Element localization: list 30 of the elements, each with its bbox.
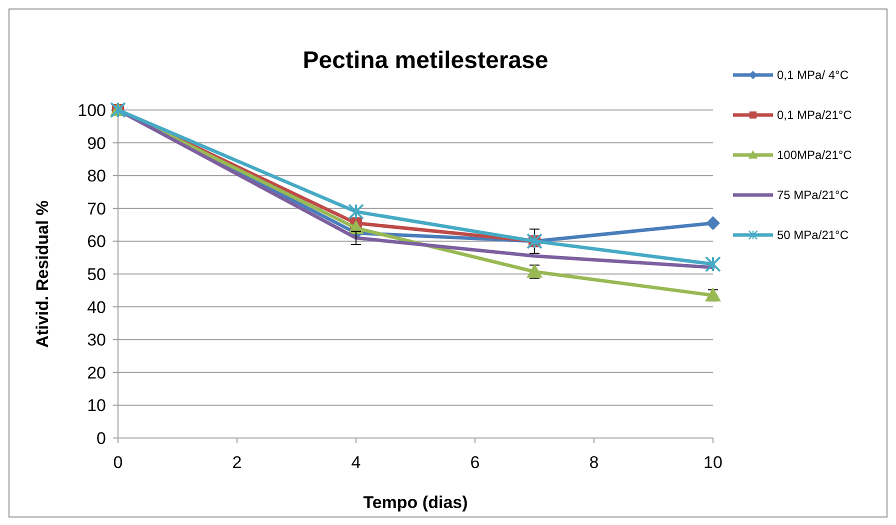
point <box>526 264 542 278</box>
y-axis-title: Ativid. Residual % <box>33 200 52 348</box>
y-tick-label: 40 <box>87 298 106 317</box>
x-tick-label: 8 <box>589 453 599 472</box>
y-tick-label: 20 <box>87 363 106 382</box>
legend-label: 0,1 MPa/21°C <box>777 108 852 122</box>
y-tick-label: 90 <box>87 134 106 153</box>
chart-title: Pectina metilesterase <box>302 47 548 74</box>
y-tick-label: 80 <box>87 166 106 186</box>
x-tick-label: 2 <box>232 453 242 472</box>
y-tick-label: 30 <box>87 330 106 350</box>
y-tick-label: 70 <box>87 199 106 218</box>
legend-label: 50 MPa/21°C <box>777 228 849 242</box>
x-tick-label: 0 <box>113 453 123 472</box>
point <box>705 256 721 272</box>
point <box>348 204 364 220</box>
y-tick-label: 60 <box>87 232 106 252</box>
legend-label: 0,1 MPa/ 4°C <box>777 68 849 82</box>
legend-label: 100MPa/21°C <box>777 148 852 162</box>
point <box>706 216 720 230</box>
y-tick-label: 50 <box>87 264 106 284</box>
x-tick-label: 4 <box>351 453 361 472</box>
x-tick-label: 10 <box>704 453 722 472</box>
y-tick-label: 100 <box>78 100 106 120</box>
x-axis-title: Tempo (dias) <box>363 493 468 512</box>
y-tick-label: 0 <box>96 428 106 448</box>
point <box>705 287 721 302</box>
legend-label: 75 MPa/21°C <box>777 188 849 202</box>
x-tick-label: 6 <box>470 453 480 472</box>
y-tick-label: 10 <box>87 396 106 416</box>
